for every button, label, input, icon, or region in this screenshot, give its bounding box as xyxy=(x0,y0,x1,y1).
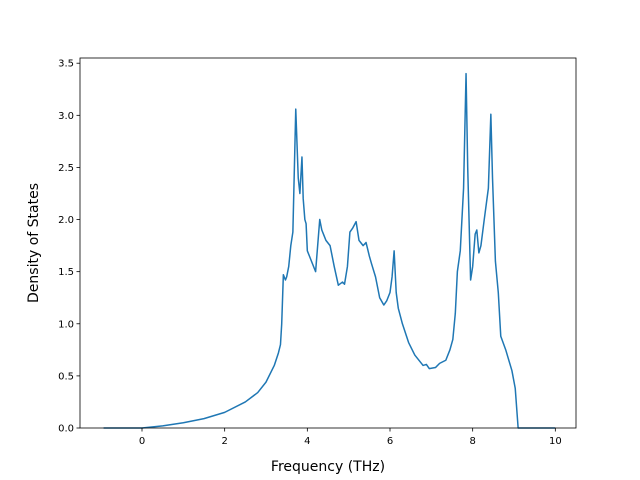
y-tick-label: 2.0 xyxy=(58,215,74,226)
x-tick-label: 0 xyxy=(139,436,145,447)
x-tick-label: 4 xyxy=(304,436,310,447)
y-tick-label: 1.0 xyxy=(58,319,74,330)
y-tick-label: 3.5 xyxy=(58,59,74,70)
x-tick-label: 2 xyxy=(221,436,227,447)
y-tick-label: 0.0 xyxy=(58,424,74,435)
plot-frame xyxy=(79,57,577,429)
y-tick-label: 0.5 xyxy=(58,371,74,382)
x-tick-label: 8 xyxy=(469,436,475,447)
x-tick-label: 10 xyxy=(549,436,562,447)
y-axis-label: Density of States xyxy=(26,183,42,303)
y-tick-label: 3.0 xyxy=(58,111,74,122)
y-tick-label: 2.5 xyxy=(58,163,74,174)
x-axis-label: Frequency (THz) xyxy=(271,459,385,475)
y-tick-label: 1.5 xyxy=(58,267,74,278)
dos-series-line-0 xyxy=(103,72,556,429)
x-tick-label: 6 xyxy=(387,436,393,447)
